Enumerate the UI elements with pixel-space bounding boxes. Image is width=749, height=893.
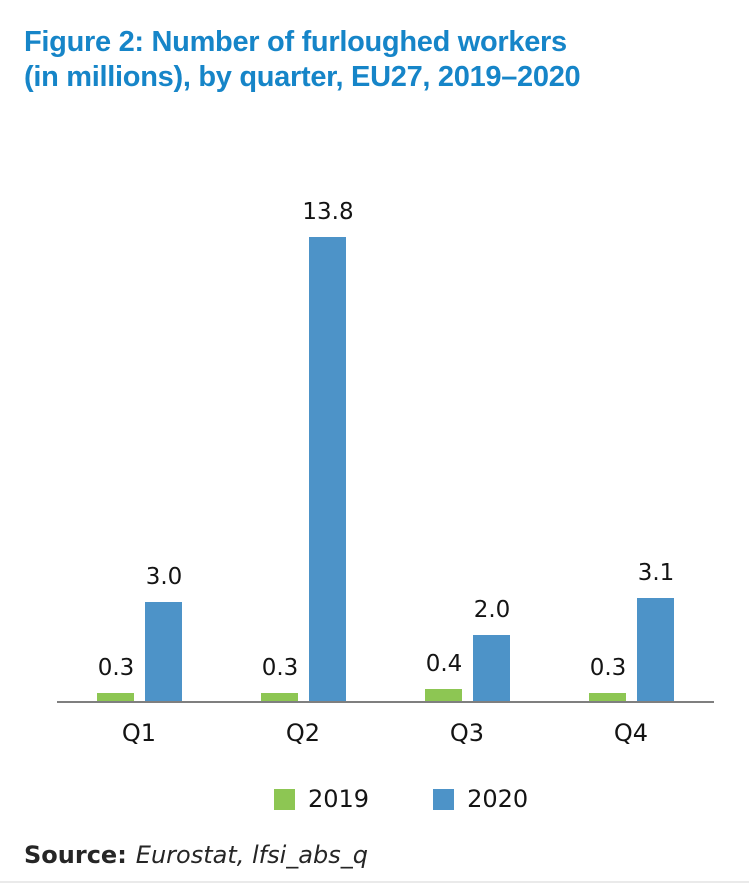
value-label-2020-q4: 3.1 [637,560,675,586]
bar-2020-q2 [309,237,346,703]
value-label-2019-q4: 0.3 [589,655,627,681]
x-axis-label-q1: Q1 [121,719,157,747]
chart-legend: 2019 2020 [274,785,528,813]
x-axis-label-q2: Q2 [285,719,321,747]
legend-label-2019: 2019 [308,785,370,813]
figure-title: Figure 2: Number of furloughed workers (… [24,25,581,95]
bar-2020-q3 [473,635,510,703]
bar-2019-q1 [97,693,134,703]
source-prefix: Source: [24,841,127,869]
value-label-2020-q2: 13.8 [302,199,354,225]
figure-title-line-1: Figure 2: Number of furloughed workers [24,26,567,58]
bar-2020-q1 [145,602,182,703]
legend-item-2019: 2019 [274,785,369,813]
value-label-2019-q3: 0.4 [425,651,463,677]
bar-chart-plot-area: 0.3 3.0 0.3 13.8 0.4 2.0 0.3 3.1 [57,0,713,703]
x-axis-label-q3: Q3 [449,719,485,747]
value-label-2020-q1: 3.0 [145,564,183,590]
value-label-2020-q3: 2.0 [473,597,511,623]
source-note: Source: Eurostat, lfsi_abs_q [24,841,368,869]
value-label-2019-q2: 0.3 [261,655,299,681]
legend-swatch-2019 [274,788,295,810]
bar-2020-q4 [637,598,674,703]
bar-2019-q3 [425,689,462,703]
bar-2019-q4 [589,693,626,703]
legend-label-2020: 2020 [467,785,529,813]
bar-2019-q2 [261,693,298,703]
x-axis-line [57,701,714,703]
bottom-divider [0,881,749,883]
figure-title-line-2: (in millions), by quarter, EU27, 2019–20… [24,61,581,93]
legend-item-2020: 2020 [433,785,528,813]
legend-swatch-2020 [433,788,455,810]
x-axis-label-q4: Q4 [613,719,649,747]
source-text: Eurostat, lfsi_abs_q [135,841,368,869]
value-label-2019-q1: 0.3 [97,655,135,681]
